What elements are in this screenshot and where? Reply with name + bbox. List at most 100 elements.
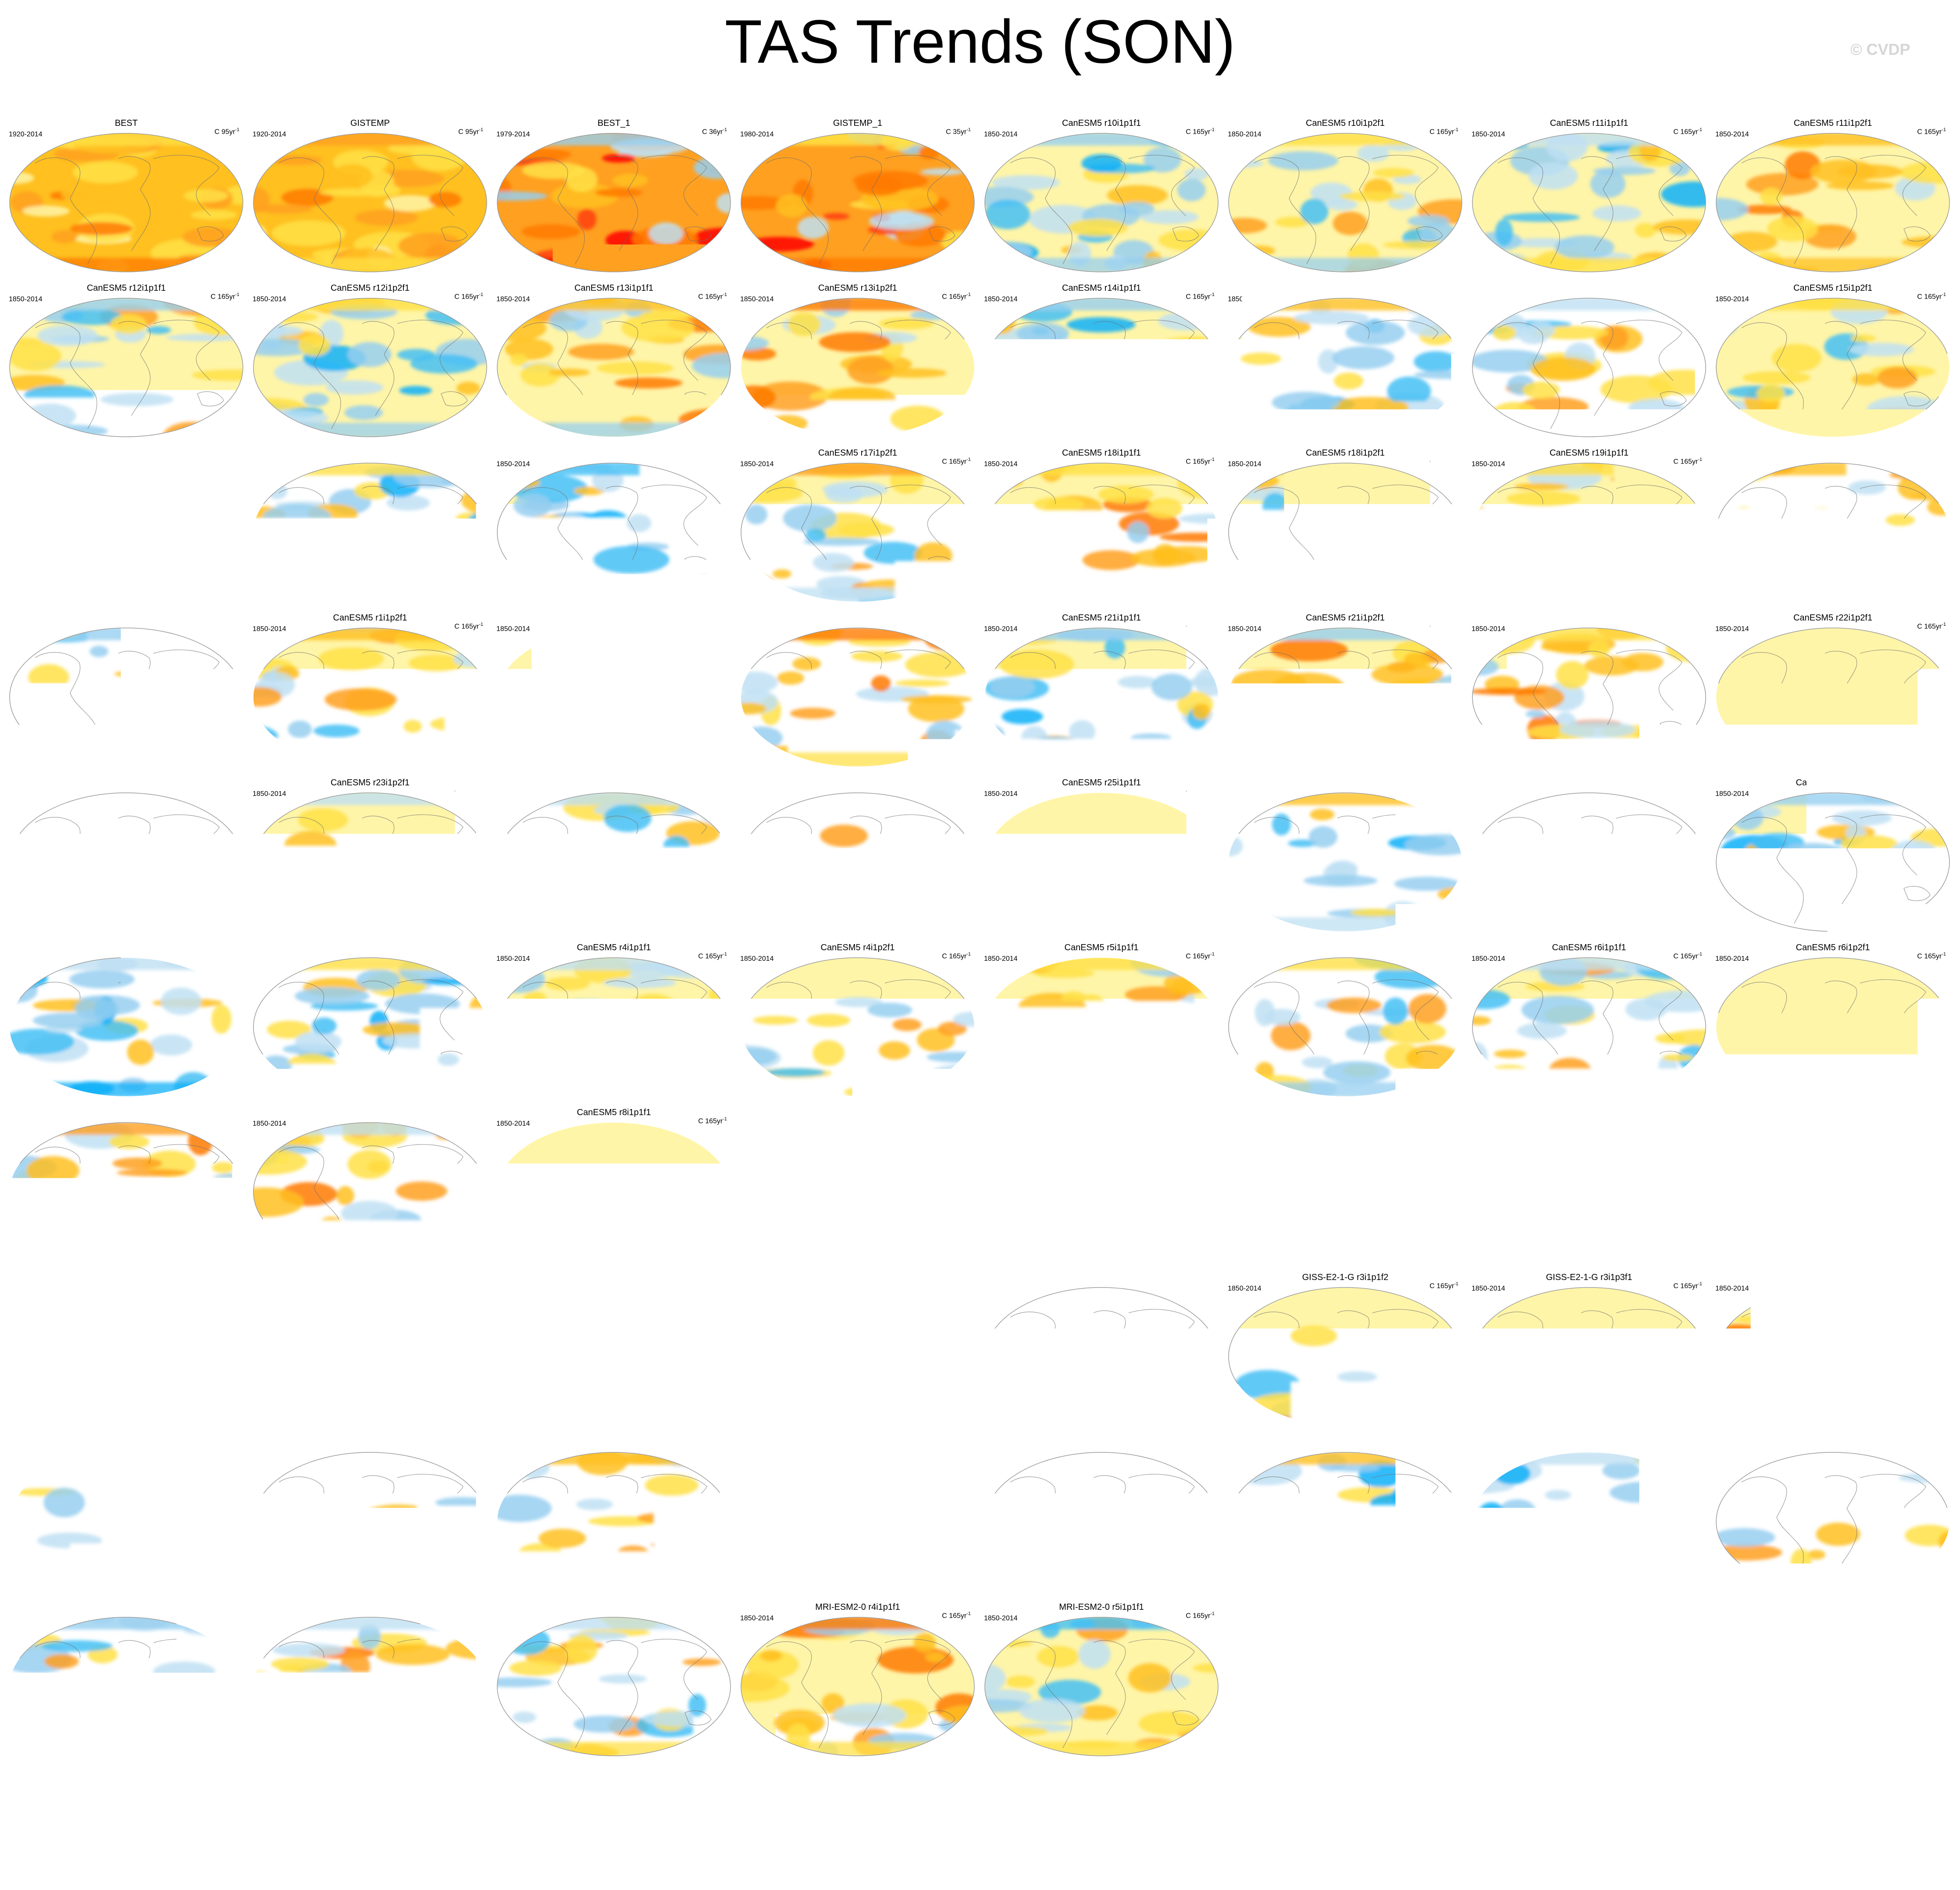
colorbar-box: [1660, 1791, 1745, 1833]
trend-map: [9, 792, 244, 932]
map-panel: GISS-E2-1-G r5i1p1f2 1850-2014 C 165yr-1: [736, 1437, 980, 1596]
colorbar-box: [1066, 1791, 1151, 1833]
colorbar-tick-label: 2: [1254, 1838, 1385, 1886]
trend-map: [253, 1122, 488, 1262]
trend-map: [1472, 1287, 1707, 1427]
trend-map: [1715, 297, 1950, 438]
map-panel: MRI-ESM2-0 r3i1p1f1 1850-2014 C 165yr-1: [492, 1602, 736, 1761]
trend-map: [1472, 297, 1707, 438]
trend-map: [984, 132, 1219, 273]
map-panel: CanESM5 r20i1p1f1 1850-2014 C 165yr-1: [492, 613, 736, 772]
colorbar-tick-label: -2: [575, 1838, 706, 1886]
trend-map: [253, 1451, 488, 1592]
trend-map: [253, 297, 488, 438]
map-panel: GISS-E2-1-G r4i1p1f1 1850-2014 C 165yr-1: [1711, 1273, 1955, 1431]
trend-map: [9, 297, 244, 438]
trend-map: [496, 1616, 731, 1757]
colorbar-tick-label: 4: [1423, 1838, 1555, 1886]
trend-map: [984, 1616, 1219, 1757]
map-panel: GISS-E2-1-G r1i1p3f1 1850-2014 C 165yr-1: [4, 1273, 248, 1431]
colorbar-tick-label: -4: [405, 1838, 537, 1886]
map-panel: CanESM5 r25i1p2f1 1850-2014 C 165yr-1: [1223, 778, 1467, 937]
panel-title: GISTEMP_1: [736, 118, 980, 128]
colorbar-box: [302, 1791, 387, 1833]
colorbar-box: [557, 1791, 642, 1833]
trend-map: [496, 957, 731, 1097]
map-panel: CanESM5 r9i1p1f1 1850-2014 C 165yr-1: [980, 1108, 1223, 1266]
map-panel: CanESM5 r14i1p2f1 1850-2014 C 165yr-1: [1223, 283, 1467, 442]
map-panel: CanESM5 r18i1p1f1 1850-2014 C 165yr-1: [980, 448, 1223, 607]
colorbar-tick-label: 0: [914, 1838, 1046, 1886]
colorbar-tick-label: -6: [235, 1838, 367, 1886]
map-panel: MIROC6 r2i1p1f1 1850-2014 C 165yr-1: [1467, 1437, 1711, 1596]
trend-map: [9, 462, 244, 603]
colorbar-box: [1745, 1791, 1830, 1833]
colorbar-tick-labels: -6 -4 -2 -0.5 0 0.5 2 4 6: [0, 1838, 1960, 1886]
trend-map: [984, 957, 1219, 1097]
trend-map: [1715, 792, 1950, 932]
map-panel: CanESM5 r4i1p2f1 1850-2014 C 165yr-1: [736, 943, 980, 1102]
trend-map: [1228, 627, 1463, 767]
map-panel: CanESM5 r6i1p1f1 1850-2014 C 165yr-1: [1467, 943, 1711, 1102]
map-panel: CanESM5 r10i1p1f1 1850-2014 C 165yr-1: [980, 118, 1223, 277]
map-panel: GISS-E2-1-G r3i1p1f1 1850-2014 C 165yr-1: [980, 1273, 1223, 1431]
map-panel: CanESM5 r17i1p2f1 1850-2014 C 165yr-1: [736, 448, 980, 607]
trend-map: [740, 627, 975, 767]
trend-map: [1228, 297, 1463, 438]
map-panel: BEST_1 1979-2014 C 36yr-1: [492, 118, 736, 277]
map-panel: CanESM5 r24i1p1f1 1850-2014 C 165yr-1: [492, 778, 736, 937]
map-panel: GISS-E2-1-G r2i1p3f1 1850-2014 C 165yr-1: [736, 1273, 980, 1431]
trend-map: [740, 1616, 975, 1757]
trend-map: [1472, 1451, 1707, 1592]
map-panel: GISS-E2-1-G r5i1p3f1 1850-2014 C 165yr-1: [980, 1437, 1223, 1596]
map-panel: GISS-E2-1-G r4i1p1f2 1850-2014 C 165yr-1: [4, 1437, 248, 1596]
map-panel: CanESM5 r19i1p2f1 1850-2014 C 165yr-1: [1711, 448, 1955, 607]
map-panel: CanESM5 r4i1p1f1 1850-2014 C 165yr-1: [492, 943, 736, 1102]
colorbar-box: [132, 1791, 217, 1833]
trend-map: [1228, 792, 1463, 932]
trend-map: [984, 792, 1219, 932]
colorbar-box: [727, 1791, 812, 1833]
colorbar-tick-label: 0.5: [1084, 1838, 1215, 1886]
map-panel: MIROC6 r1i1p1f1 1850-2014 C 165yr-1: [1223, 1437, 1467, 1596]
map-panel: CanESM5 r12i1p2f1 1850-2014 C 165yr-1: [248, 283, 492, 442]
trend-map: [740, 1122, 975, 1262]
trend-map: [1472, 132, 1707, 273]
map-panel: CanESM5 r24i1p2f1 1850-2014 C 165yr-1: [736, 778, 980, 937]
trend-map: [9, 1122, 244, 1262]
map-panel: CanESM5 r10i1p2f1 1850-2014 C 165yr-1: [1223, 118, 1467, 277]
trend-map: [1228, 1122, 1463, 1262]
trend-map: [496, 1451, 731, 1592]
map-panel: CanESM5 r11i1p1f1 1850-2014 C 165yr-1: [1467, 118, 1711, 277]
trend-map: [9, 1616, 244, 1757]
trend-map: [253, 1616, 488, 1757]
colorbar: [132, 1790, 1830, 1833]
map-panel: CanESM5 r6i1p2f1 1850-2014 C 165yr-1: [1711, 943, 1955, 1102]
map-panel: CanESM5 r12i1p1f1 1850-2014 C 165yr-1: [4, 283, 248, 442]
map-panel: CanESM5 r2i1p2f1 1850-2014 C 165yr-1: [1711, 778, 1955, 937]
colorbar-box: [1151, 1791, 1236, 1833]
map-panel: GISS-E2-1-G r2i1p1f2 1850-2014 C 165yr-1: [492, 1273, 736, 1431]
trend-map: [984, 627, 1219, 767]
trend-map: [496, 132, 731, 273]
trend-map: [9, 957, 244, 1097]
map-panel: CanESM5 r23i1p1f1 1850-2014 C 165yr-1: [4, 778, 248, 937]
trend-map: [1715, 957, 1950, 1097]
map-panel: CanESM5 r8i1p2f1 1850-2014 C 165yr-1: [736, 1108, 980, 1266]
trend-map: [1228, 462, 1463, 603]
trend-map: [9, 1451, 244, 1592]
panel-title: BEST: [4, 118, 248, 128]
trend-map: [1715, 132, 1950, 273]
trend-map: [1228, 1451, 1463, 1592]
trend-map: [9, 1287, 244, 1427]
map-panel: CanESM5 r18i1p2f1 1850-2014 C 165yr-1: [1223, 448, 1467, 607]
trend-map: [984, 1451, 1219, 1592]
map-panel: GISS-E2-1-G r4i1p3f1 1850-2014 C 165yr-1: [248, 1437, 492, 1596]
map-panel: CanESM5 r5i1p2f1 1850-2014 C 165yr-1: [1223, 943, 1467, 1102]
map-panel: GISS-E2-1-G r5i1p1f1 1850-2014 C 165yr-1: [492, 1437, 736, 1596]
trend-map: [740, 297, 975, 438]
map-panel: CanESM5 r17i1p1f1 1850-2014 C 165yr-1: [492, 448, 736, 607]
map-panel: CanESM5 r8i1p1f1 1850-2014 C 165yr-1: [492, 1108, 736, 1266]
map-panel: CanESM5 r19i1p1f1 1850-2014 C 165yr-1: [1467, 448, 1711, 607]
colorbar-box: [811, 1791, 896, 1833]
